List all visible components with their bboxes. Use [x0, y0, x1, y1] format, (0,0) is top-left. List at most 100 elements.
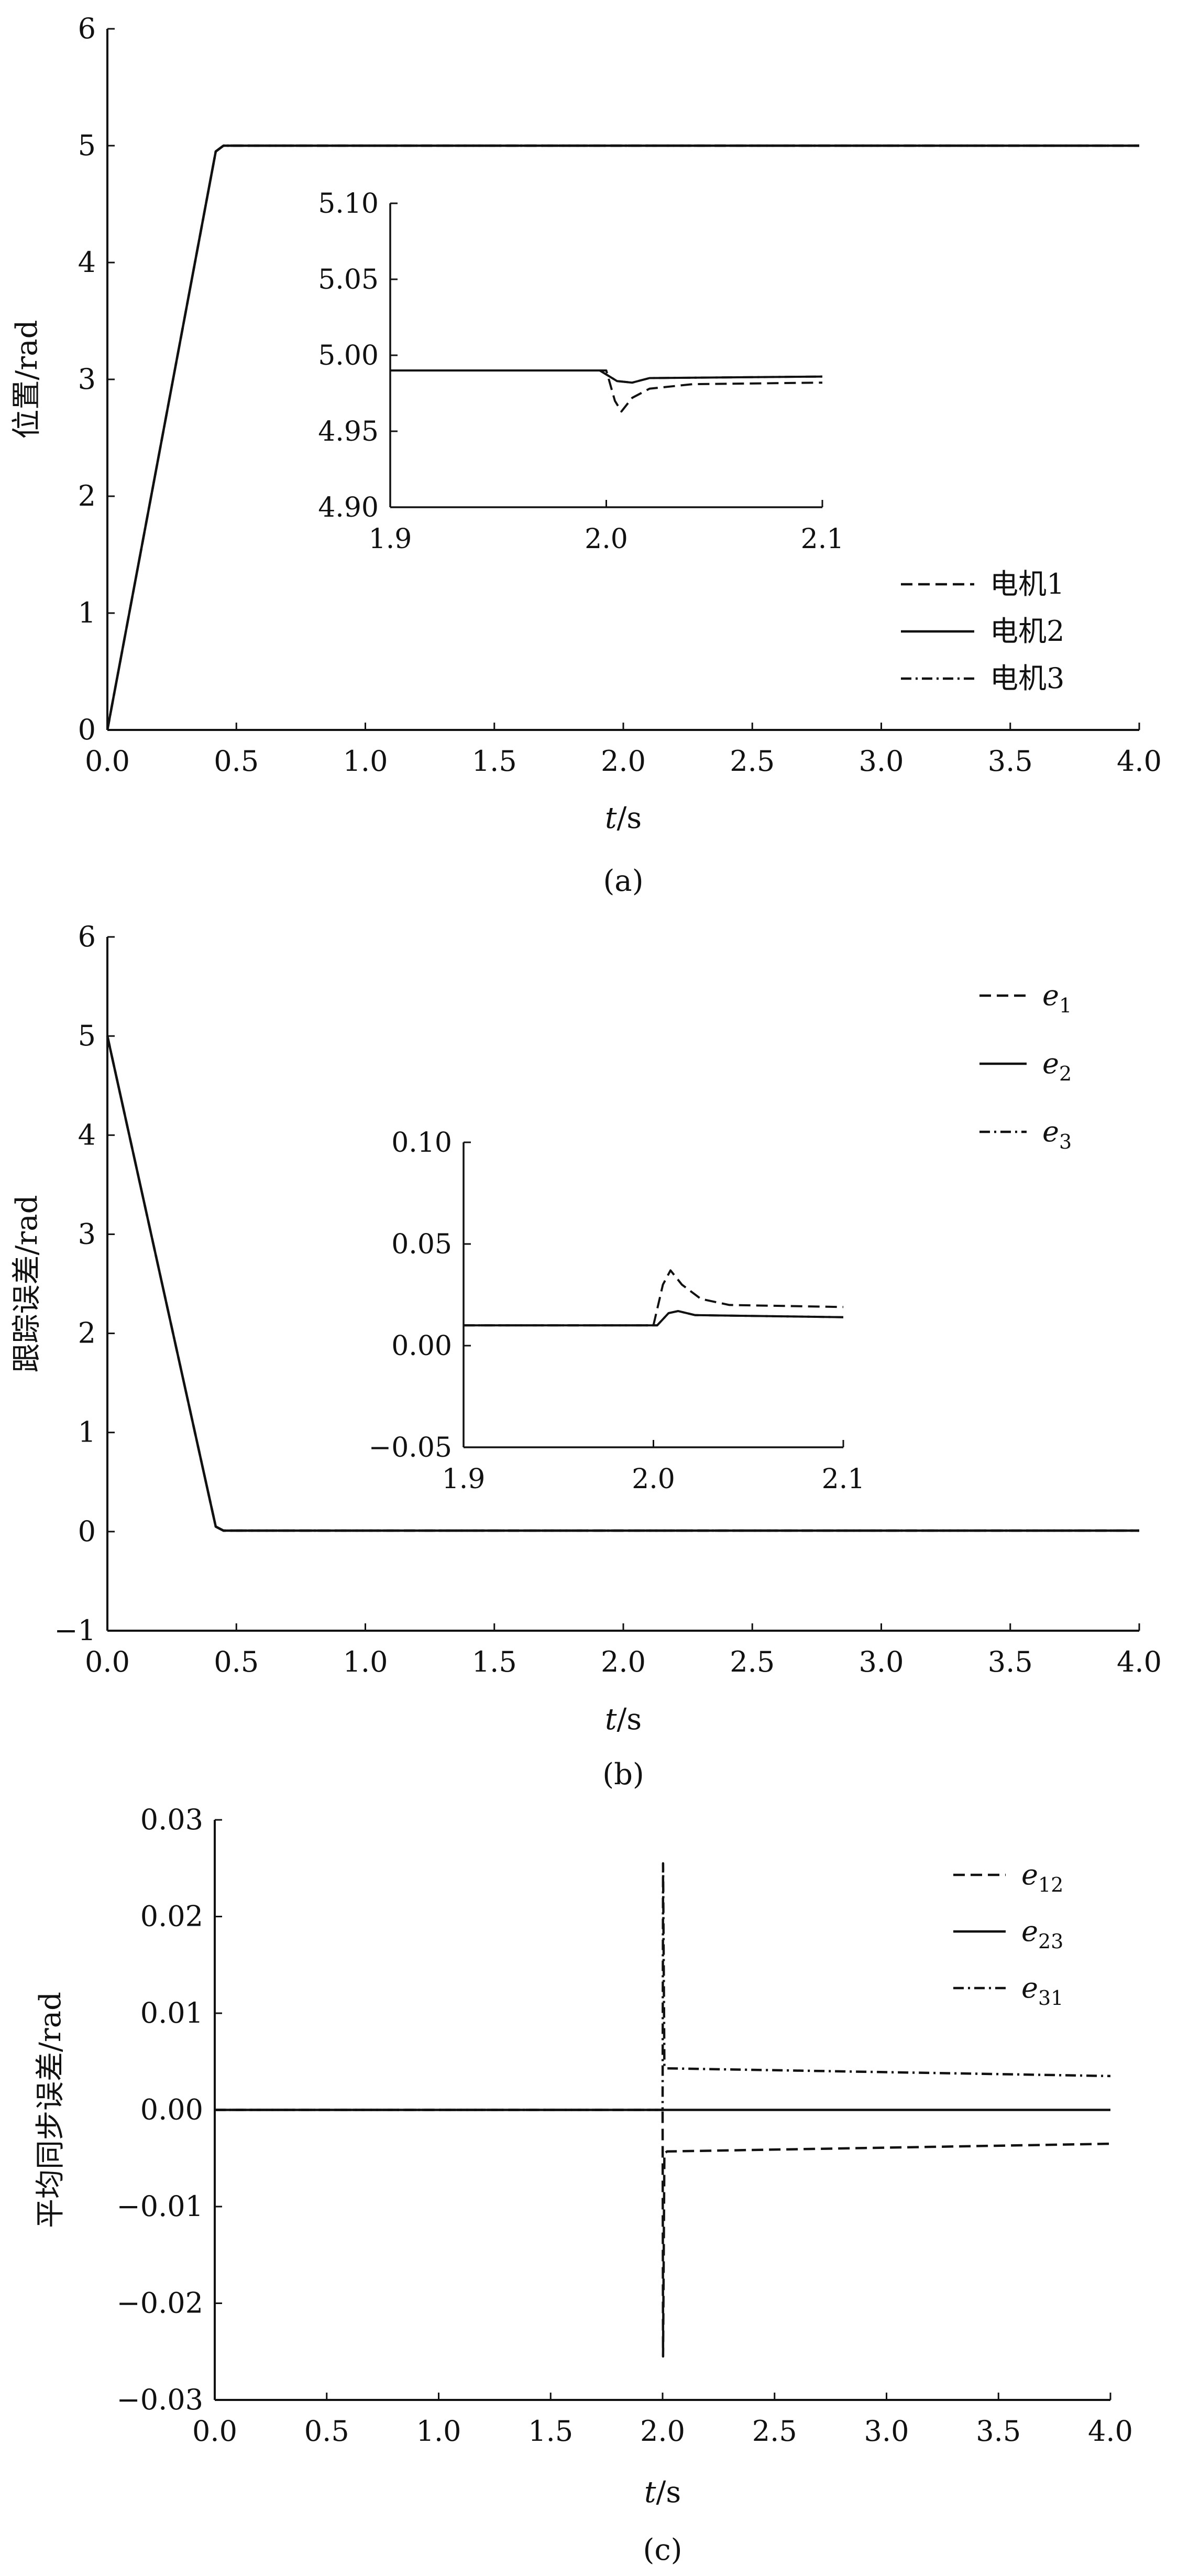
y-axis-label: 位置/rad: [10, 320, 44, 439]
legend-label-name: e: [1042, 1047, 1059, 1080]
y-tick-label: 2: [78, 1317, 96, 1350]
legend-label-name: e: [1042, 1115, 1059, 1148]
x-tick-label: 3.5: [988, 745, 1033, 778]
y-tick-label: 6: [78, 12, 96, 45]
x-axis-label-var: t: [644, 2475, 656, 2509]
legend-label-name: 电机3: [990, 662, 1064, 695]
y-axis-label: 跟踪误差/rad: [10, 1195, 44, 1373]
y-tick-label: −0.01: [117, 2190, 203, 2223]
x-tick-label: 3.5: [976, 2415, 1021, 2448]
x-axis-label-var: t: [605, 801, 617, 835]
x-axis-label: t/s: [605, 1702, 642, 1737]
x-axis-label: t/s: [605, 801, 642, 835]
legend-label-name: e: [1021, 1858, 1038, 1891]
y-tick-label: 4.90: [318, 492, 379, 523]
x-tick-label: 2.0: [585, 523, 628, 555]
y-tick-label: 0: [78, 1515, 96, 1548]
x-tick-label: 0.5: [214, 745, 259, 778]
x-tick-label: 0.0: [85, 745, 130, 778]
x-axis-label-var: t: [605, 1702, 617, 1737]
x-tick-label: 3.0: [864, 2415, 909, 2448]
legend-label-subscript: 2: [1059, 1062, 1072, 1085]
x-tick-label: 1.5: [472, 745, 517, 778]
x-tick-label: 0.5: [304, 2415, 349, 2448]
x-tick-label: 1.0: [416, 2415, 461, 2448]
x-tick-label: 2.5: [730, 745, 775, 778]
series-line-e31: [215, 1862, 1111, 2111]
y-tick-label: 0.05: [391, 1229, 452, 1260]
x-tick-label: 1.5: [528, 2415, 573, 2448]
x-tick-label: 4.0: [1117, 745, 1162, 778]
inset-1: 1.9 2.0 2.1 0.10 0.05 0.00 −0.05: [369, 1127, 865, 1495]
y-tick-label: 0.03: [140, 1803, 203, 1836]
legend-label: e2: [1042, 1047, 1072, 1085]
x-tick-label: 2.0: [601, 1645, 646, 1678]
x-tick-label: 1.9: [369, 523, 412, 555]
x-axis-label-unit: /s: [616, 801, 642, 835]
y-tick-label: 3: [78, 363, 96, 396]
x-tick-label: 2.0: [640, 2415, 685, 2448]
y-tick-label: 5: [78, 129, 96, 162]
y-tick-label: 3: [78, 1217, 96, 1250]
legend-label-subscript: 3: [1059, 1130, 1072, 1153]
panel-0: 0.0 0.5 1.0 1.5 2.0 2.5 3.0 3.5 4.0 0 1 2 3 4 5 6 位置/rad…: [10, 12, 1162, 898]
x-tick-label: 4.0: [1088, 2415, 1133, 2448]
legend-label-name: 电机1: [990, 567, 1064, 601]
y-tick-label: 0.01: [140, 1996, 203, 2029]
x-tick-label: 3.5: [988, 1645, 1033, 1678]
x-tick-label: 2.1: [822, 1464, 865, 1495]
y-tick-label: 5.00: [318, 340, 379, 372]
inset-background: [338, 1121, 875, 1500]
panel-2: 0.0 0.5 1.0 1.5 2.0 2.5 3.0 3.5 4.0 0.03 0.02 0.01 0…: [34, 1803, 1133, 2567]
y-tick-label: 5: [78, 1019, 96, 1052]
y-tick-label: −1: [54, 1614, 96, 1647]
legend-label-subscript: 31: [1038, 1986, 1063, 2010]
legend-label-name: 电机2: [990, 615, 1064, 648]
x-tick-label: 3.0: [859, 745, 904, 778]
y-tick-label: −0.02: [117, 2287, 203, 2320]
x-tick-label: 0.0: [192, 2415, 237, 2448]
y-tick-label: 0.00: [140, 2093, 203, 2126]
series-line-电机3: [390, 369, 823, 384]
x-tick-label: 2.1: [801, 523, 844, 555]
y-tick-label: 6: [78, 920, 96, 953]
y-tick-label: −0.05: [369, 1432, 452, 1464]
y-tick-label: 0.02: [140, 1900, 203, 1933]
x-axis-label-unit: /s: [656, 2475, 681, 2509]
legend-label: e3: [1042, 1115, 1072, 1153]
legend-label: e31: [1021, 1971, 1063, 2010]
x-tick-label: 3.0: [859, 1645, 904, 1678]
y-tick-label: 0.00: [391, 1330, 452, 1362]
x-tick-label: 2.5: [752, 2415, 797, 2448]
y-tick-label: 0: [78, 713, 96, 746]
x-axis-label: t/s: [644, 2475, 681, 2509]
y-tick-label: 4.95: [318, 416, 379, 447]
series-line-e3: [106, 1035, 1139, 1532]
legend-label-name: e: [1042, 979, 1059, 1012]
y-tick-label: 4: [78, 246, 96, 279]
series-line-e12: [215, 2109, 1111, 2358]
y-tick-label: −0.03: [117, 2383, 203, 2416]
y-tick-label: 5.10: [318, 188, 379, 220]
y-tick-label: 1: [78, 1416, 96, 1449]
legend-label: e12: [1021, 1858, 1063, 1896]
x-tick-label: 2.0: [601, 745, 646, 778]
panel-caption: (b): [602, 1758, 644, 1792]
legend-label: e23: [1021, 1915, 1063, 1953]
x-tick-label: 1.0: [343, 745, 388, 778]
series-line-电机1: [390, 369, 823, 413]
legend-label: e1: [1042, 979, 1072, 1017]
panel-caption: (a): [603, 864, 643, 898]
y-tick-label: 4: [78, 1118, 96, 1151]
x-tick-label: 1.5: [472, 1645, 517, 1678]
x-tick-label: 0.5: [214, 1645, 259, 1678]
x-tick-label: 1.9: [442, 1464, 486, 1495]
series-line-e3: [464, 1310, 844, 1327]
series-line-e1: [464, 1269, 844, 1327]
x-tick-label: 4.0: [1117, 1645, 1162, 1678]
y-tick-label: 0.10: [391, 1127, 452, 1159]
panel-caption: (c): [643, 2533, 682, 2567]
y-axis-label: 平均同步误差/rad: [34, 1992, 68, 2228]
series-line-电机3: [106, 144, 1139, 730]
